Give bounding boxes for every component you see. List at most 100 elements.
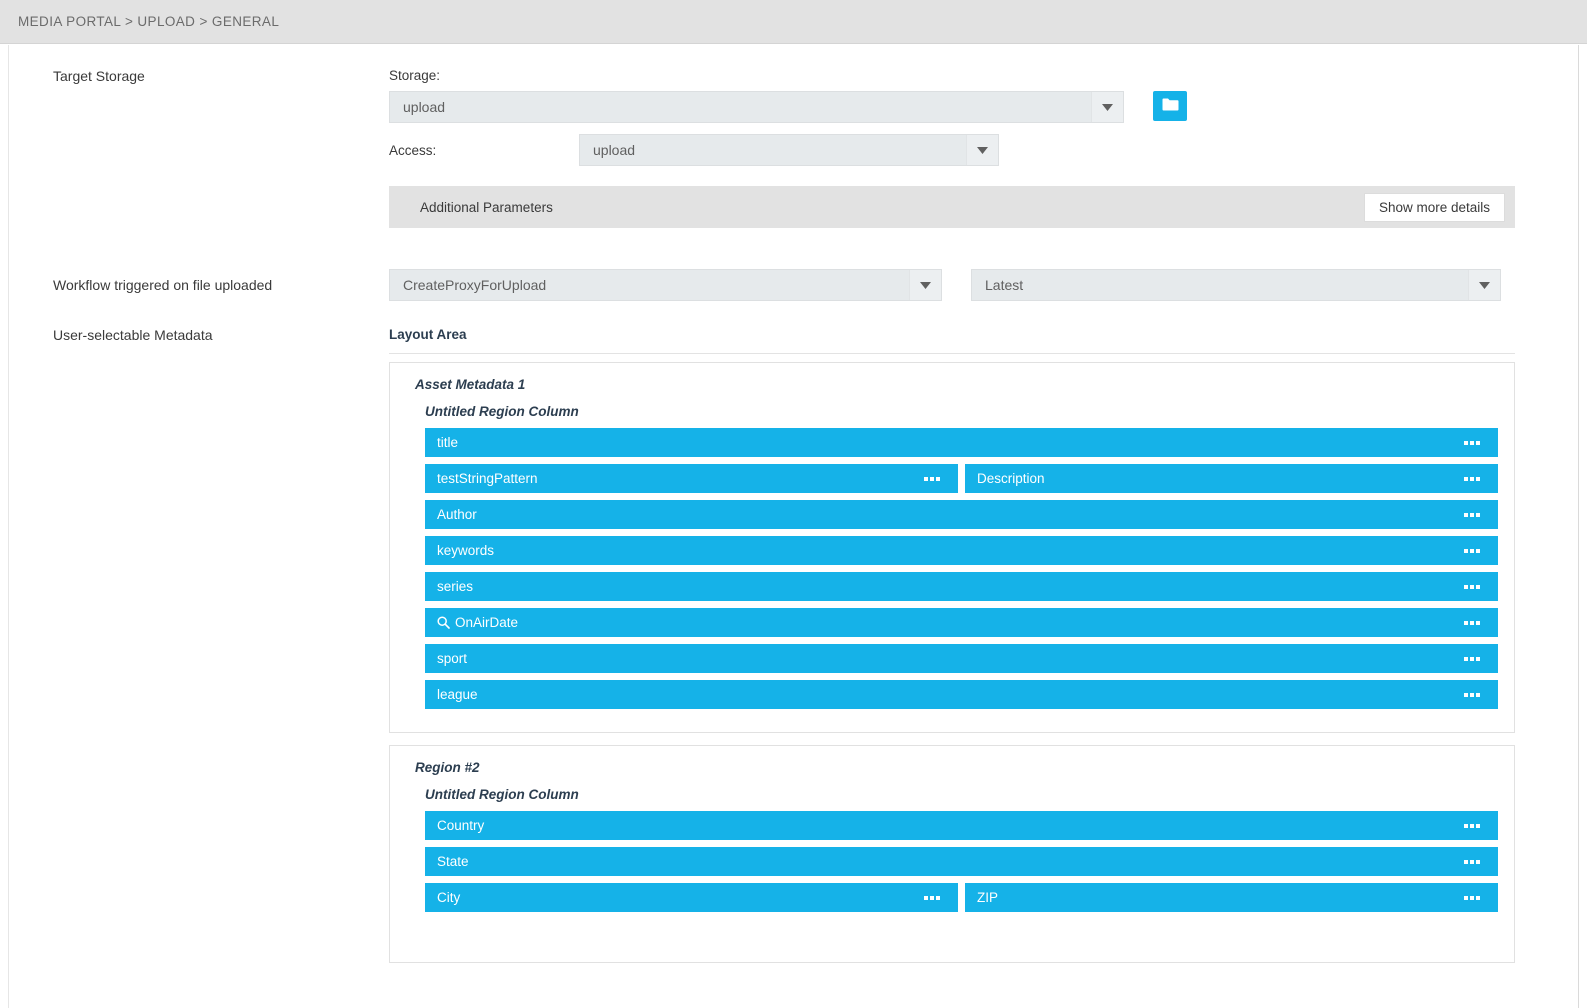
metadata-field-name: OnAirDate [455,615,519,630]
workflow-label: Workflow triggered on file uploaded [53,277,273,293]
metadata-field-name: title [437,435,459,450]
metadata-field-chip[interactable]: State [425,847,1498,876]
drag-handle-icon[interactable] [1464,656,1480,661]
search-icon [437,616,450,629]
target-storage-row: Target Storage Storage: upload [9,45,1578,228]
storage-line: upload [389,91,1578,123]
region-column-title: Untitled Region Column [425,787,579,802]
metadata-field-name: keywords [437,543,495,558]
target-storage-content: Storage: upload [389,68,1578,228]
breadcrumb[interactable]: MEDIA PORTAL > UPLOAD > GENERAL [18,14,280,29]
chevron-down-icon[interactable] [1468,270,1500,300]
additional-parameters-label: Additional Parameters [420,199,553,215]
access-field-label: Access: [389,142,437,158]
region-column-title: Untitled Region Column [425,404,579,419]
metadata-field-chip[interactable]: series [425,572,1498,601]
metadata-field-list: Country State City ZIP [406,811,1498,912]
breadcrumb-bar: MEDIA PORTAL > UPLOAD > GENERAL [0,0,1587,44]
metadata-field-name: Country [437,818,485,833]
metadata-field-chip[interactable]: title [425,428,1498,457]
drag-handle-icon[interactable] [1464,512,1480,517]
chevron-down-icon[interactable] [909,270,941,300]
drag-handle-icon[interactable] [1464,476,1480,481]
metadata-field-row: testStringPattern Description [425,464,1498,493]
user-selectable-metadata-row: User-selectable Metadata Layout Area Ass… [9,327,1578,963]
workflow-row: Workflow triggered on file uploaded Crea… [9,269,1578,301]
metadata-field-name: league [437,687,478,702]
region-title: Region #2 [415,760,480,775]
metadata-field-label: series [437,579,1464,594]
chevron-down-icon[interactable] [966,135,998,165]
access-select-value: upload [593,142,636,158]
drag-handle-icon[interactable] [1464,548,1480,553]
show-more-details-button[interactable]: Show more details [1363,192,1505,222]
metadata-field-name: ZIP [977,890,999,905]
metadata-field-row: sport [425,644,1498,673]
metadata-field-label: ZIP [977,890,1464,905]
metadata-field-name: Author [437,507,477,522]
layout-area: Layout Area Asset Metadata 1 Untitled Reg… [389,327,1578,963]
access-select[interactable]: upload [579,134,999,166]
metadata-field-chip[interactable]: Country [425,811,1498,840]
drag-handle-icon[interactable] [924,895,940,900]
metadata-field-row: title [425,428,1498,457]
region-title: Asset Metadata 1 [415,377,526,392]
search-icon-svg [437,616,450,629]
settings-form: Target Storage Storage: upload [9,45,1578,963]
metadata-field-row: OnAirDate [425,608,1498,637]
metadata-field-chip[interactable]: league [425,680,1498,709]
metadata-field-chip[interactable]: Description [965,464,1498,493]
metadata-field-row: Author [425,500,1498,529]
metadata-field-label: sport [437,651,1464,666]
metadata-field-chip[interactable]: City [425,883,958,912]
metadata-field-chip[interactable]: Author [425,500,1498,529]
metadata-field-chip[interactable]: keywords [425,536,1498,565]
metadata-field-label: keywords [437,543,1464,558]
metadata-field-label: league [437,687,1464,702]
layout-area-title: Layout Area [389,327,1515,354]
workflow-version-select[interactable]: Latest [971,269,1501,301]
metadata-field-row: Country [425,811,1498,840]
metadata-field-label: OnAirDate [437,615,1464,630]
chevron-down-icon[interactable] [1091,92,1123,122]
drag-handle-icon[interactable] [1464,620,1480,625]
drag-handle-icon[interactable] [1464,859,1480,864]
drag-handle-icon[interactable] [1464,440,1480,445]
metadata-field-label: State [437,854,1464,869]
browse-folder-button[interactable] [1153,91,1187,121]
metadata-field-label: Author [437,507,1464,522]
metadata-field-list: title testStringPattern Description Author k… [406,428,1498,709]
metadata-field-row: keywords [425,536,1498,565]
metadata-field-row: league [425,680,1498,709]
metadata-field-chip[interactable]: OnAirDate [425,608,1498,637]
metadata-field-label: Country [437,818,1464,833]
metadata-field-chip[interactable]: testStringPattern [425,464,958,493]
drag-handle-icon[interactable] [924,476,940,481]
drag-handle-icon[interactable] [1464,823,1480,828]
storage-select-value: upload [403,99,446,115]
metadata-field-label: City [437,890,924,905]
settings-panel: Target Storage Storage: upload [8,45,1579,1008]
metadata-field-name: City [437,890,461,905]
metadata-region: Region #2 Untitled Region Column Country St… [389,745,1515,963]
metadata-field-name: sport [437,651,468,666]
metadata-field-chip[interactable]: ZIP [965,883,1498,912]
drag-handle-icon[interactable] [1464,692,1480,697]
metadata-field-row: State [425,847,1498,876]
storage-select[interactable]: upload [389,91,1124,123]
drag-handle-icon[interactable] [1464,895,1480,900]
metadata-field-chip[interactable]: sport [425,644,1498,673]
metadata-field-label: Description [977,471,1464,486]
metadata-field-name: series [437,579,474,594]
access-row: Access: upload [389,134,1578,166]
storage-field-label: Storage: [389,68,441,83]
metadata-region: Asset Metadata 1 Untitled Region Column ti… [389,362,1515,733]
metadata-field-label: title [437,435,1464,450]
workflow-select[interactable]: CreateProxyForUpload [389,269,942,301]
target-storage-label: Target Storage [53,68,145,84]
metadata-field-label: testStringPattern [437,471,924,486]
metadata-field-name: State [437,854,469,869]
workflow-version-value: Latest [985,277,1024,293]
drag-handle-icon[interactable] [1464,584,1480,589]
folder-icon [1162,98,1179,114]
